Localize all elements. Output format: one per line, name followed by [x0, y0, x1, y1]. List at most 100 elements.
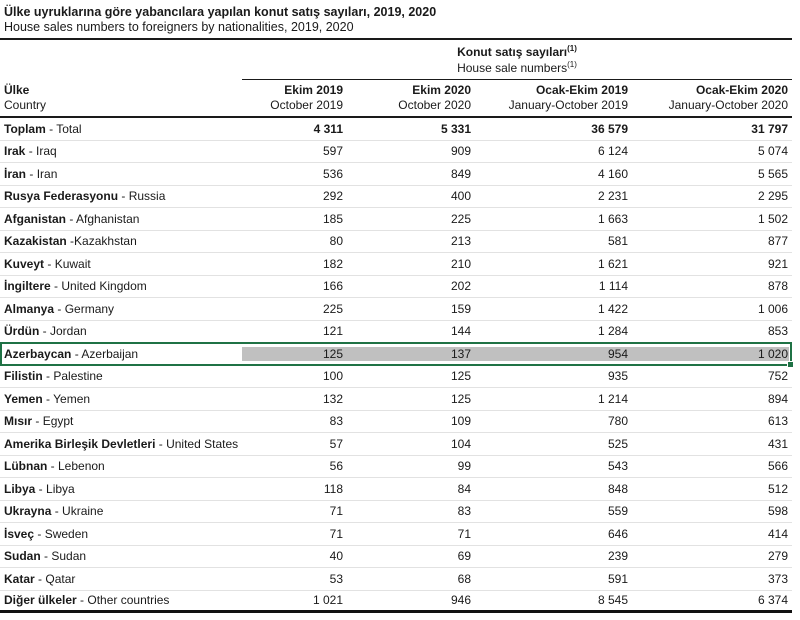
country-cell[interactable]: Azerbaycan - Azerbaijan	[0, 347, 242, 361]
country-cell[interactable]: Ürdün - Jordan	[0, 324, 242, 338]
cell-value[interactable]: 1 284	[597, 324, 628, 339]
table-row[interactable]: Amerika Birleşik Devletleri - United Sta…	[0, 433, 792, 456]
cell-value[interactable]: 71	[457, 526, 471, 541]
cell-value[interactable]: 144	[450, 324, 471, 339]
cell-value[interactable]: 210	[450, 256, 471, 271]
country-cell[interactable]: Ukrayna - Ukraine	[0, 504, 242, 518]
table-row[interactable]: Lübnan - Lebenon 56 99 543 566	[0, 456, 792, 478]
cell-value[interactable]: 946	[450, 593, 471, 608]
cell-value[interactable]: 125	[242, 346, 345, 361]
cell-value[interactable]: 80	[329, 234, 343, 249]
cell-value[interactable]: 1 214	[597, 391, 628, 406]
country-cell[interactable]: Mısır - Egypt	[0, 414, 242, 428]
country-cell[interactable]: Kazakistan -Kazakhstan	[0, 234, 242, 248]
country-cell[interactable]: İsveç - Sweden	[0, 527, 242, 541]
cell-value[interactable]: 1 021	[312, 593, 343, 608]
cell-value[interactable]: 121	[322, 324, 343, 339]
cell-value[interactable]: 159	[450, 301, 471, 316]
cell-value[interactable]: 935	[607, 369, 628, 384]
cell-value[interactable]: 53	[329, 571, 343, 586]
cell-value[interactable]: 373	[767, 571, 788, 586]
cell-value[interactable]: 2 231	[597, 189, 628, 204]
cell-value[interactable]: 581	[607, 234, 628, 249]
cell-value[interactable]: 1 114	[598, 279, 628, 294]
cell-value[interactable]: 185	[322, 211, 343, 226]
table-row[interactable]: Kuveyt - Kuwait 182 210 1 621 921	[0, 253, 792, 276]
cell-value[interactable]: 566	[767, 459, 788, 474]
table-row[interactable]: Ürdün - Jordan 121 144 1 284 853	[0, 321, 792, 343]
cell-value[interactable]: 118	[323, 481, 343, 496]
country-cell[interactable]: Lübnan - Lebenon	[0, 459, 242, 473]
cell-value[interactable]: 31 797	[751, 121, 788, 136]
table-row[interactable]: Afganistan - Afghanistan 185 225 1 663 1…	[0, 208, 792, 231]
cell-value[interactable]: 1 621	[597, 256, 628, 271]
table-row[interactable]: İran - Iran 536 849 4 160 5 565	[0, 163, 792, 186]
cell-value[interactable]: 6 374	[757, 593, 788, 608]
cell-value[interactable]: 597	[322, 144, 343, 159]
country-cell[interactable]: Afganistan - Afghanistan	[0, 212, 242, 226]
country-cell[interactable]: Filistin - Palestine	[0, 369, 242, 383]
country-cell[interactable]: Rusya Federasyonu - Russia	[0, 189, 242, 203]
cell-value[interactable]: 646	[607, 526, 628, 541]
table-row[interactable]: Katar - Qatar 53 68 591 373	[0, 568, 792, 591]
cell-value[interactable]: 68	[457, 571, 471, 586]
cell-value[interactable]: 100	[322, 369, 343, 384]
cell-value[interactable]: 431	[767, 436, 788, 451]
cell-value[interactable]: 780	[607, 414, 628, 429]
cell-value[interactable]: 543	[607, 459, 628, 474]
table-row[interactable]: Toplam - Total 4 311 5 331 36 579 31 797	[0, 118, 792, 141]
cell-value[interactable]: 598	[767, 504, 788, 519]
cell-value[interactable]: 853	[767, 324, 788, 339]
cell-value[interactable]: 71	[329, 526, 343, 541]
table-row[interactable]: İngiltere - United Kingdom 166 202 1 114…	[0, 276, 792, 298]
cell-value[interactable]: 400	[450, 189, 471, 204]
cell-value[interactable]: 99	[457, 459, 471, 474]
cell-value[interactable]: 125	[450, 391, 471, 406]
cell-value[interactable]: 225	[322, 301, 343, 316]
cell-value[interactable]: 525	[607, 436, 628, 451]
cell-value[interactable]: 166	[322, 279, 343, 294]
table-row[interactable]: Sudan - Sudan 40 69 239 279	[0, 546, 792, 568]
cell-value[interactable]: 848	[607, 481, 628, 496]
table-row[interactable]: Almanya - Germany 225 159 1 422 1 006	[0, 298, 792, 321]
cell-value[interactable]: 104	[450, 436, 471, 451]
table-row[interactable]: Irak - Iraq 597 909 6 124 5 074	[0, 141, 792, 163]
cell-value[interactable]: 2 295	[757, 189, 788, 204]
cell-value[interactable]: 132	[322, 391, 343, 406]
country-cell[interactable]: Almanya - Germany	[0, 302, 242, 316]
cell-value[interactable]: 213	[450, 234, 471, 249]
country-cell[interactable]: Irak - Iraq	[0, 144, 242, 158]
country-cell[interactable]: İngiltere - United Kingdom	[0, 279, 242, 293]
country-cell[interactable]: Libya - Libya	[0, 482, 242, 496]
cell-value[interactable]: 1 502	[757, 211, 788, 226]
country-cell[interactable]: Diğer ülkeler - Other countries	[0, 593, 242, 607]
cell-value[interactable]: 909	[450, 144, 471, 159]
cell-value[interactable]: 954	[473, 346, 630, 361]
cell-value[interactable]: 36 579	[591, 121, 628, 136]
cell-value[interactable]: 83	[329, 414, 343, 429]
cell-value[interactable]: 921	[767, 256, 788, 271]
cell-value[interactable]: 849	[450, 166, 471, 181]
cell-value[interactable]: 69	[457, 549, 471, 564]
table-row[interactable]: Filistin - Palestine 100 125 935 752	[0, 366, 792, 388]
table-row[interactable]: Libya - Libya 118 84 848 512	[0, 478, 792, 501]
cell-value[interactable]: 8 545	[597, 593, 628, 608]
cell-value[interactable]: 279	[767, 549, 788, 564]
cell-value[interactable]: 57	[329, 436, 343, 451]
cell-value[interactable]: 239	[607, 549, 628, 564]
country-cell[interactable]: Sudan - Sudan	[0, 549, 242, 563]
table-row[interactable]: Ukrayna - Ukraine 71 83 559 598	[0, 501, 792, 523]
cell-value[interactable]: 512	[767, 481, 788, 496]
cell-value[interactable]: 1 422	[597, 301, 628, 316]
cell-value[interactable]: 83	[457, 504, 471, 519]
table-row[interactable]: Azerbaycan - Azerbaijan 125 137 954 1 02…	[0, 342, 794, 367]
cell-value[interactable]: 5 331	[440, 121, 471, 136]
table-row[interactable]: İsveç - Sweden 71 71 646 414	[0, 523, 792, 546]
cell-value[interactable]: 752	[767, 369, 788, 384]
cell-value[interactable]: 4 160	[597, 166, 628, 181]
cell-value[interactable]: 591	[607, 571, 628, 586]
cell-value[interactable]: 894	[767, 391, 788, 406]
table-row[interactable]: Diğer ülkeler - Other countries 1 021 94…	[0, 591, 792, 613]
cell-value[interactable]: 202	[450, 279, 471, 294]
cell-value[interactable]: 613	[767, 414, 788, 429]
